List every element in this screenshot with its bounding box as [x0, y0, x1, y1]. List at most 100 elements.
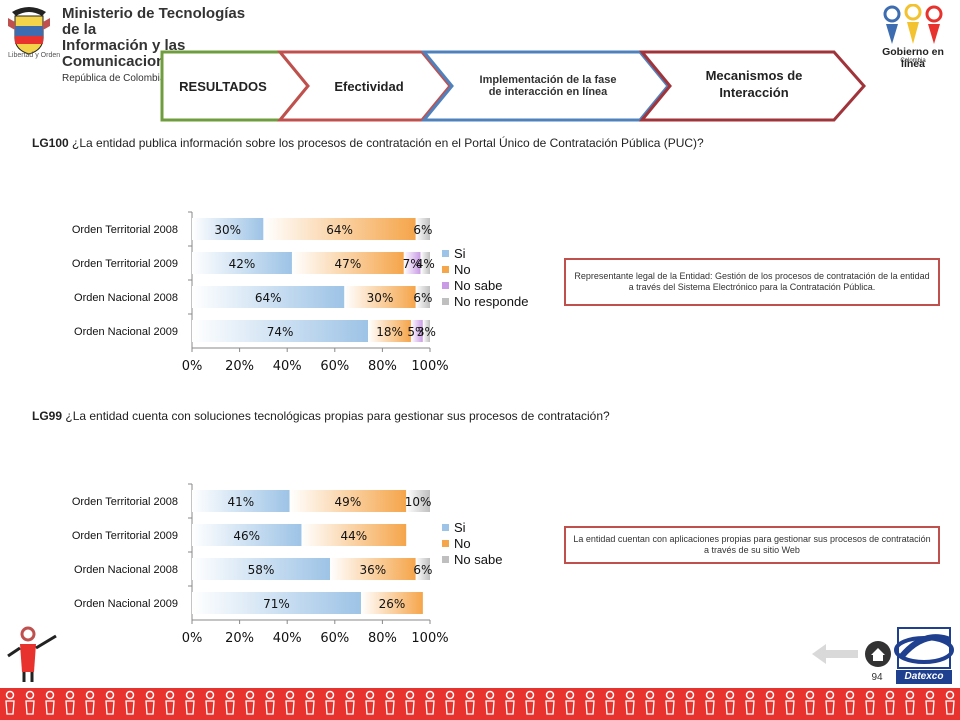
footer-figure-head	[865, 690, 875, 700]
tab-implementacion[interactable]: Implementación de la fase de interacción…	[456, 54, 640, 118]
footer-figure-head	[625, 690, 635, 700]
footer-figure-head	[685, 690, 695, 700]
x-tick-label: 100%	[411, 631, 448, 646]
legend-label: No	[454, 262, 471, 277]
legend-item: No sabe	[442, 552, 502, 567]
legend-item: No responde	[442, 294, 528, 309]
ministry-line2: Información y las Comunicaciones	[62, 37, 186, 70]
footer-figure-head	[505, 690, 515, 700]
footer-figure-head	[65, 690, 75, 700]
footer-figure-head	[45, 690, 55, 700]
footer-figure-head	[585, 690, 595, 700]
footer-figure-head	[905, 690, 915, 700]
footer-figure-body	[125, 700, 135, 715]
legend-label: Si	[454, 520, 466, 535]
data-label: 41%	[227, 495, 254, 509]
footer-figure-body	[405, 700, 415, 715]
footer-figure-body	[645, 700, 655, 715]
footer-figure-head	[165, 690, 175, 700]
ministry-logo: Libertad y Orden Ministerio de Tecnologí…	[6, 4, 256, 84]
bar-segment	[415, 286, 430, 308]
footer-figure-head	[665, 690, 675, 700]
coat-of-arms-icon	[8, 7, 50, 55]
legend-swatch	[442, 282, 449, 289]
nav-shapes	[160, 50, 867, 122]
bar-segment	[410, 320, 423, 342]
footer-figure-body	[365, 700, 375, 715]
x-tick-label: 100%	[411, 359, 448, 374]
footer-figures-icon	[5, 690, 955, 715]
bar-segment	[289, 490, 407, 512]
tab-mecanismos-line1: Mecanismos de	[705, 68, 803, 83]
bar-segment	[301, 524, 407, 546]
footer-figure-body	[685, 700, 695, 715]
section-nav: RESULTADOS Efectividad Implementación de…	[160, 50, 870, 122]
footer-figure-body	[5, 700, 15, 715]
gobierno-logo-text: Gobierno en línea	[882, 46, 944, 70]
footer-figure-body	[765, 700, 775, 715]
x-tick-label: 40%	[273, 631, 302, 646]
ministry-line1: Ministerio de Tecnologías de la	[62, 5, 246, 38]
footer-figure-head	[605, 690, 615, 700]
bar-segment	[403, 252, 421, 274]
bar-segment	[360, 592, 423, 614]
data-label: 6%	[413, 563, 432, 577]
question-1-code: LG100	[32, 136, 69, 150]
footer-figure-body	[925, 700, 935, 715]
footer-figure-head	[425, 690, 435, 700]
tab-mecanismos[interactable]: Mecanismos de Interacción	[672, 52, 836, 116]
category-label: Orden Nacional 2009	[74, 598, 178, 610]
footer-figure-body	[305, 700, 315, 715]
x-tick-label: 20%	[225, 359, 254, 374]
category-label: Orden Territorial 2008	[72, 224, 178, 236]
footer-figure-head	[765, 690, 775, 700]
bar-segment	[330, 558, 416, 580]
footer-figure-head	[5, 690, 15, 700]
tab-mecanismos-line2: Interacción	[719, 85, 789, 100]
question-2-code: LG99	[32, 409, 63, 423]
legend-label: No sabe	[454, 278, 503, 293]
x-tick-label: 80%	[368, 359, 397, 374]
home-icon[interactable]	[864, 640, 892, 668]
footer-figure-body	[625, 700, 635, 715]
x-tick-label: 60%	[320, 359, 349, 374]
data-label: 3%	[417, 325, 436, 339]
question-2: LG99 ¿La entidad cuenta con soluciones t…	[32, 409, 610, 423]
footer-figure-body	[665, 700, 675, 715]
tab-implementacion-line2: de interacción en línea	[488, 86, 608, 98]
bar-segment	[368, 320, 411, 342]
coat-caption: Libertad y Orden	[8, 52, 61, 59]
footer-figure-body	[105, 700, 115, 715]
footer-figure-body	[265, 700, 275, 715]
footer-figure-head	[565, 690, 575, 700]
footer-figure-head	[285, 690, 295, 700]
legend-swatch	[442, 524, 449, 531]
back-arrow-icon[interactable]	[812, 642, 858, 666]
footer-figure-head	[225, 690, 235, 700]
footer-figure-head	[445, 690, 455, 700]
footer-figure-head	[105, 690, 115, 700]
footer-figure-body	[485, 700, 495, 715]
legend-item: No	[442, 536, 471, 551]
data-label: 6%	[413, 223, 432, 237]
footer-figure-body	[945, 700, 955, 715]
footer-figure-head	[845, 690, 855, 700]
x-tick-label: 60%	[320, 631, 349, 646]
footer-pattern-strip	[0, 688, 960, 720]
datexco-emblem-icon	[894, 627, 954, 669]
data-label: 71%	[263, 597, 290, 611]
legend-swatch	[442, 266, 449, 273]
gobierno-logo-sub: Colombia	[900, 58, 926, 64]
data-label: 44%	[341, 529, 368, 543]
tab-efectividad[interactable]: Efectividad	[334, 78, 404, 94]
category-label: Orden Nacional 2008	[74, 292, 178, 304]
legend-label: No sabe	[454, 552, 503, 567]
footer-figure-body	[565, 700, 575, 715]
footer-figure-body	[285, 700, 295, 715]
datexco-label: Datexco	[896, 670, 952, 684]
x-tick-label: 0%	[182, 631, 203, 646]
footer-figure-head	[345, 690, 355, 700]
tab-resultados[interactable]: RESULTADOS	[179, 78, 267, 94]
footer-figure-body	[465, 700, 475, 715]
data-label: 42%	[229, 257, 256, 271]
